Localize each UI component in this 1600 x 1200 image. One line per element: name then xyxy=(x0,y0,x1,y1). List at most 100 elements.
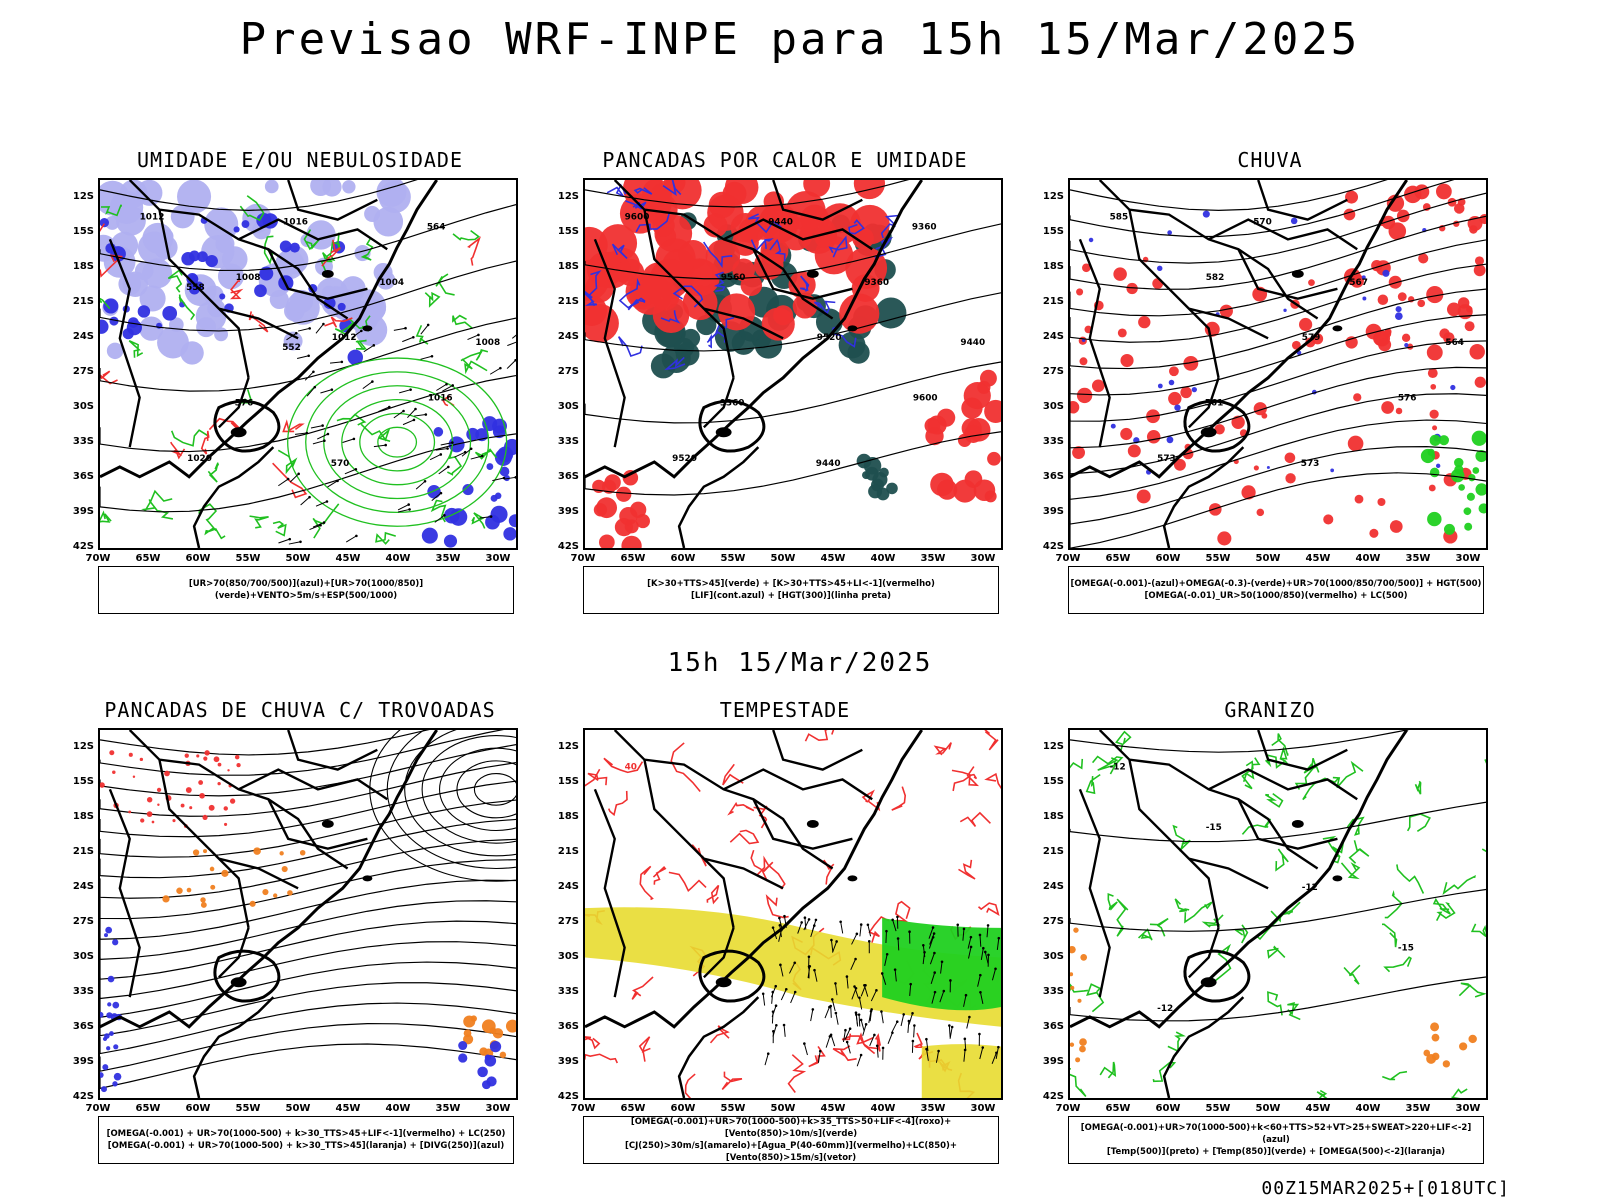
temperature-850-contour xyxy=(1458,982,1486,998)
rain-area xyxy=(1120,427,1133,441)
latitude-tick-label: 33S xyxy=(557,436,579,447)
panel-title: TEMPESTADE xyxy=(719,698,851,722)
rain-area xyxy=(1180,386,1192,399)
latitude-tick-label: 21S xyxy=(1042,846,1064,857)
longitude-tick-label: 65W xyxy=(620,1103,646,1114)
latitude-tick-label: 33S xyxy=(1042,436,1064,447)
longitude-tick-label: 35W xyxy=(1405,1103,1431,1114)
contour-label: -15 xyxy=(1206,823,1222,833)
streamline xyxy=(100,982,516,1037)
wind-vector xyxy=(866,923,870,927)
jet-contour xyxy=(668,871,707,893)
wind-vector xyxy=(991,1052,997,1065)
wind-vector xyxy=(860,1019,865,1032)
instability-area xyxy=(800,204,830,234)
rain-area xyxy=(1253,402,1267,416)
temperature-850-contour xyxy=(1085,773,1101,795)
longitude-tick-label: 50W xyxy=(285,553,311,564)
wind-vector xyxy=(511,334,516,339)
rain-area xyxy=(1168,379,1175,386)
wind-vector xyxy=(489,367,501,375)
divergence-area xyxy=(100,1011,104,1018)
latitude-tick-label: 39S xyxy=(72,506,94,517)
instability-area xyxy=(987,451,1001,466)
coastline xyxy=(1162,446,1245,548)
humidity-area xyxy=(466,427,480,441)
storm-area xyxy=(221,869,229,877)
wind-vector xyxy=(856,1054,862,1067)
storm-area xyxy=(253,847,261,855)
map-pancadas-calor[interactable]: 9600 9560 9520 9600 9520 9440 9360 9440 9360 9440… xyxy=(583,178,1003,550)
map-tempestade[interactable]: 40 xyxy=(583,728,1003,1100)
humidity-contour xyxy=(334,322,354,336)
legend-box: [OMEGA(-0.001)+UR>70(1000-500)+k>35_TTS>… xyxy=(583,1116,999,1164)
instability-area xyxy=(792,293,818,319)
wind-vector xyxy=(909,984,912,997)
temperature-850-contour xyxy=(1099,1061,1117,1079)
map-granizo[interactable]: -12 -15 -12 -15 -12 xyxy=(1068,728,1488,1100)
humidity-area xyxy=(106,342,124,360)
wind-vector xyxy=(987,953,990,957)
wind-vector xyxy=(895,1020,899,1023)
wind-vector xyxy=(942,989,946,993)
wind-vector xyxy=(761,992,765,996)
country-border xyxy=(128,730,349,870)
rain-area xyxy=(1343,208,1356,221)
wind-vector xyxy=(995,1051,998,1055)
latitude-tick-label: 39S xyxy=(557,1056,579,1067)
temperature-850-contour xyxy=(1070,758,1084,770)
country-border xyxy=(267,248,368,300)
streamline xyxy=(421,735,516,844)
wind-vector xyxy=(968,946,972,959)
storm-area xyxy=(210,884,216,890)
rain-area xyxy=(1471,430,1486,446)
temperature-850-contour xyxy=(1201,914,1224,928)
longitude-tick-label: 65W xyxy=(135,1103,161,1114)
subheader-time: 15h 15/Mar/2025 xyxy=(667,648,933,678)
streamline xyxy=(100,838,516,899)
map-trovoadas[interactable] xyxy=(98,728,518,1100)
storm-area xyxy=(463,1029,472,1038)
rain-area xyxy=(1157,383,1163,389)
humidity-contour xyxy=(249,515,269,529)
latitude-tick-label: 18S xyxy=(557,811,579,822)
instability-area xyxy=(622,470,639,486)
instability-area xyxy=(977,380,991,394)
longitude-tick-label: 30W xyxy=(485,1103,511,1114)
divergence-area xyxy=(489,1040,502,1053)
humidity-area xyxy=(197,251,208,263)
wind-vector xyxy=(982,946,985,950)
divergence-area xyxy=(458,1053,468,1063)
contour-label: -12 xyxy=(1302,883,1318,893)
divergence-area xyxy=(112,1081,118,1087)
wind-vector xyxy=(402,409,405,413)
wind-vector xyxy=(811,1008,815,1011)
wind-vector xyxy=(933,971,936,974)
cyclone-contour xyxy=(287,357,508,527)
rain-area xyxy=(1072,446,1085,459)
wind-vector xyxy=(963,1049,966,1062)
map-umidade[interactable]: 1012 1008 1012 1016 1020 1016 1004 1008 576 570 56… xyxy=(98,178,518,550)
rain-area xyxy=(1439,328,1450,339)
wind-vector xyxy=(424,413,428,416)
wind-vector xyxy=(891,918,894,922)
humidity-contour xyxy=(355,339,367,351)
wind-vector xyxy=(315,501,328,507)
wind-vector xyxy=(310,425,323,429)
wind-vector xyxy=(932,932,936,935)
wind-vector xyxy=(454,451,466,458)
wind-vector xyxy=(412,335,415,339)
rain-area xyxy=(1454,464,1464,475)
divergence-area xyxy=(109,1031,114,1036)
humidity-area xyxy=(351,289,387,325)
rain-area xyxy=(1426,344,1443,361)
latitude-tick-label: 15S xyxy=(72,776,94,787)
wind-vector xyxy=(803,1042,806,1045)
instability-area xyxy=(927,415,947,435)
latitude-tick-label: 24S xyxy=(557,331,579,342)
temperature-850-contour xyxy=(1470,923,1486,938)
wind-vector xyxy=(981,1046,985,1049)
wind-vector xyxy=(851,988,857,1000)
storm-area xyxy=(185,787,192,793)
map-chuva[interactable]: 585 582 579 576 573 570 567 564 561 573 xyxy=(1068,178,1488,550)
